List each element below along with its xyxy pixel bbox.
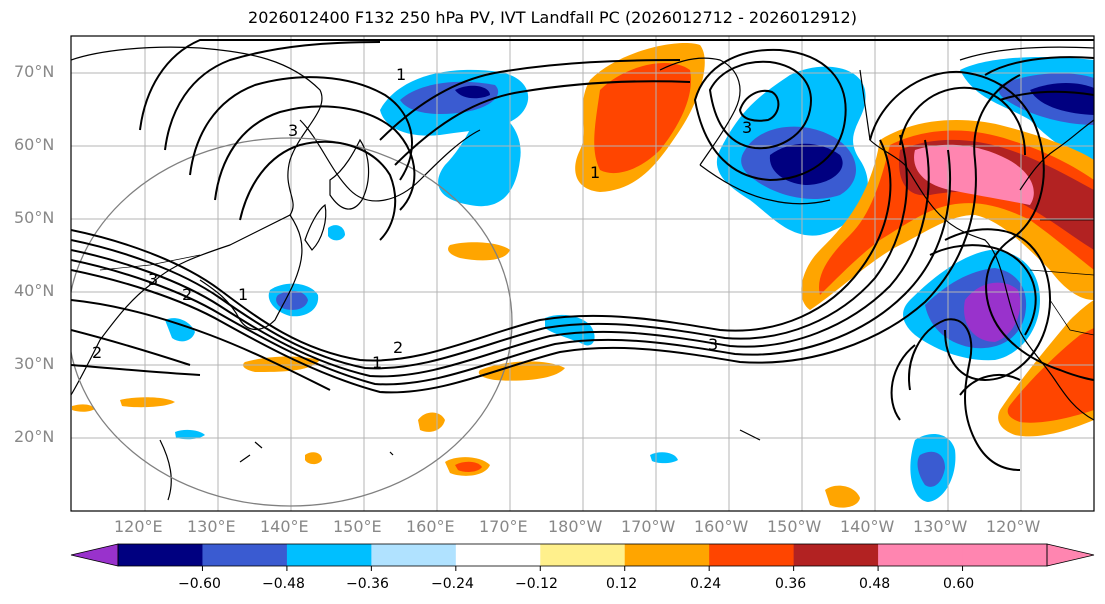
map-frame: [70, 35, 1095, 512]
negative-anomaly-region: [545, 314, 595, 346]
positive-anomaly-region: [305, 452, 322, 465]
lon-label: 160°E: [406, 517, 455, 536]
figure-title: 2026012400 F132 250 hPa PV, IVT Landfall…: [248, 8, 857, 27]
lat-label: 40°N: [14, 281, 55, 300]
contour-labels: 1 3 2 3 1 2 3 1 3 1 2: [92, 65, 752, 372]
lat-label: 50°N: [14, 208, 55, 227]
contour-label: 2: [393, 338, 403, 357]
positive-anomaly-region: [1007, 328, 1094, 423]
colorbar-tick-label: 0.12: [606, 576, 638, 592]
negative-anomaly-region: [165, 318, 195, 342]
contour-label: 1: [396, 65, 406, 84]
colorbar-tick-label: −0.12: [515, 576, 558, 592]
contour-label: 1: [590, 163, 600, 182]
negative-anomaly-region: [917, 451, 945, 487]
lat-label: 20°N: [14, 427, 55, 446]
lon-label: 130°E: [187, 517, 236, 536]
lon-label: 120°E: [114, 517, 163, 536]
lon-label: 140°W: [840, 517, 895, 536]
contour-label: 1: [238, 285, 248, 304]
contour-label: 3: [288, 121, 298, 140]
negative-anomaly-region: [175, 429, 205, 440]
lat-label: 70°N: [14, 62, 55, 81]
colorbar-tick-label: −0.36: [346, 576, 389, 592]
colorbar-tick-label: 0.60: [943, 576, 975, 592]
contour-label: 3: [708, 335, 718, 354]
contour-label: 3: [742, 118, 752, 137]
range-circle: [71, 137, 513, 507]
contour-label: 2: [182, 285, 192, 304]
negative-anomaly-region: [276, 290, 308, 310]
borders: [99, 219, 1094, 336]
pv-contours: [71, 39, 1094, 471]
positive-anomaly-region: [120, 397, 175, 408]
negative-anomaly-region: [650, 452, 678, 464]
lon-label: 150°W: [767, 517, 822, 536]
lon-label: 130°W: [913, 517, 968, 536]
colorbar-tick-label: −0.48: [262, 576, 305, 592]
positive-anomaly-region: [825, 485, 860, 508]
contour-label: 3: [148, 270, 158, 289]
positive-anomaly-region: [478, 361, 565, 381]
lon-label: 170°E: [479, 517, 528, 536]
negative-anomaly-region: [769, 143, 843, 185]
negative-anomaly-region: [438, 109, 521, 207]
lat-label: 30°N: [14, 354, 55, 373]
positive-anomaly-region: [914, 144, 1034, 205]
negative-anomaly-region: [964, 282, 1021, 342]
colorbar-tick-label: 0.24: [690, 576, 722, 592]
positive-anomaly-region: [455, 461, 482, 472]
positive-anomaly-region: [72, 404, 95, 412]
colorbar-tick-label: −0.60: [178, 576, 221, 592]
lon-label: 140°E: [260, 517, 309, 536]
negative-anomaly-region: [455, 85, 490, 99]
positive-anomaly-region: [243, 356, 320, 372]
lon-label: 170°W: [621, 517, 676, 536]
positive-anomaly-region: [448, 242, 510, 261]
lon-label: 120°W: [986, 517, 1041, 536]
colorbar-tick-label: 0.36: [775, 576, 807, 592]
lon-label: 160°W: [694, 517, 749, 536]
colorbar-tick-label: 0.48: [859, 576, 891, 592]
lat-label: 60°N: [14, 135, 55, 154]
graticule: [71, 36, 1094, 511]
colorbar-tick-label: −0.24: [431, 576, 474, 592]
contour-label: 2: [92, 343, 102, 362]
lon-label: 180°W: [548, 517, 603, 536]
positive-anomaly-region: [418, 412, 445, 432]
contour-label: 1: [372, 353, 382, 372]
negative-anomaly-region: [328, 225, 345, 241]
lon-label: 150°E: [333, 517, 382, 536]
